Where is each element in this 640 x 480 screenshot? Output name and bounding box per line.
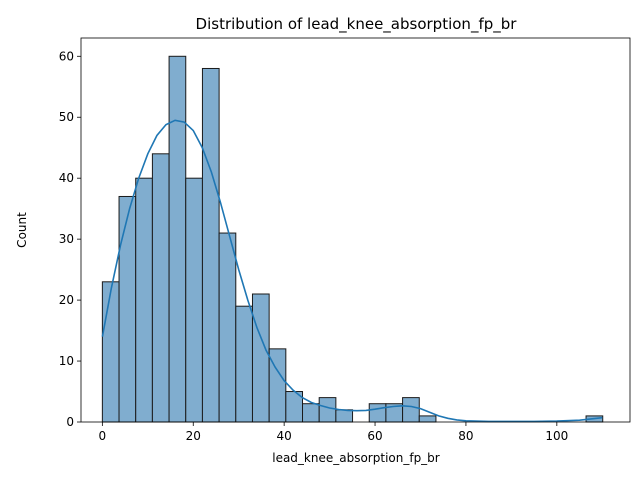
histogram-bar-7 — [218, 232, 237, 423]
y-tick-label: 20 — [59, 293, 74, 307]
x-tick-label: 40 — [277, 429, 292, 443]
histogram-bar-5 — [185, 177, 203, 423]
histogram-bar-13 — [318, 397, 337, 423]
x-tick-label: 60 — [367, 429, 382, 443]
histogram-bar-6 — [201, 67, 220, 423]
histogram-bar-3 — [151, 153, 170, 423]
histogram-bar-8 — [235, 305, 253, 423]
histogram-bar-18 — [402, 397, 420, 423]
histogram-bar-1 — [118, 195, 137, 423]
chart-title: Distribution of lead_knee_absorption_fp_… — [196, 15, 518, 34]
y-tick-label: 60 — [59, 49, 74, 63]
y-tick-label: 50 — [59, 110, 74, 124]
x-tick-label: 20 — [186, 429, 201, 443]
x-tick-label: 100 — [545, 429, 568, 443]
histogram-bar-0 — [101, 281, 120, 423]
y-tick-label: 10 — [59, 354, 74, 368]
x-tick-label: 0 — [99, 429, 107, 443]
histogram-bar-12 — [302, 403, 320, 423]
kde-curve — [101, 119, 603, 423]
plot-axes — [80, 37, 631, 423]
y-axis-ticks: 0 10 20 30 40 50 60 — [59, 49, 81, 429]
histogram-bar-16 — [368, 403, 387, 423]
x-tick-label: 80 — [458, 429, 473, 443]
y-tick-label: 30 — [59, 232, 74, 246]
plot-frame — [80, 37, 631, 423]
y-tick-label: 40 — [59, 171, 74, 185]
x-axis-ticks: 0 20 40 60 80 100 — [99, 422, 568, 443]
y-axis-label: Count — [15, 212, 29, 248]
histogram-bar-9 — [251, 293, 270, 423]
histogram-bar-2 — [135, 177, 153, 423]
x-axis-label: lead_knee_absorption_fp_br — [272, 451, 440, 465]
histogram-bar-4 — [168, 55, 187, 423]
y-tick-label: 0 — [66, 415, 74, 429]
histogram-bar-14 — [335, 409, 354, 423]
histogram-bars — [101, 55, 604, 423]
histogram-bar-19 — [418, 415, 437, 423]
